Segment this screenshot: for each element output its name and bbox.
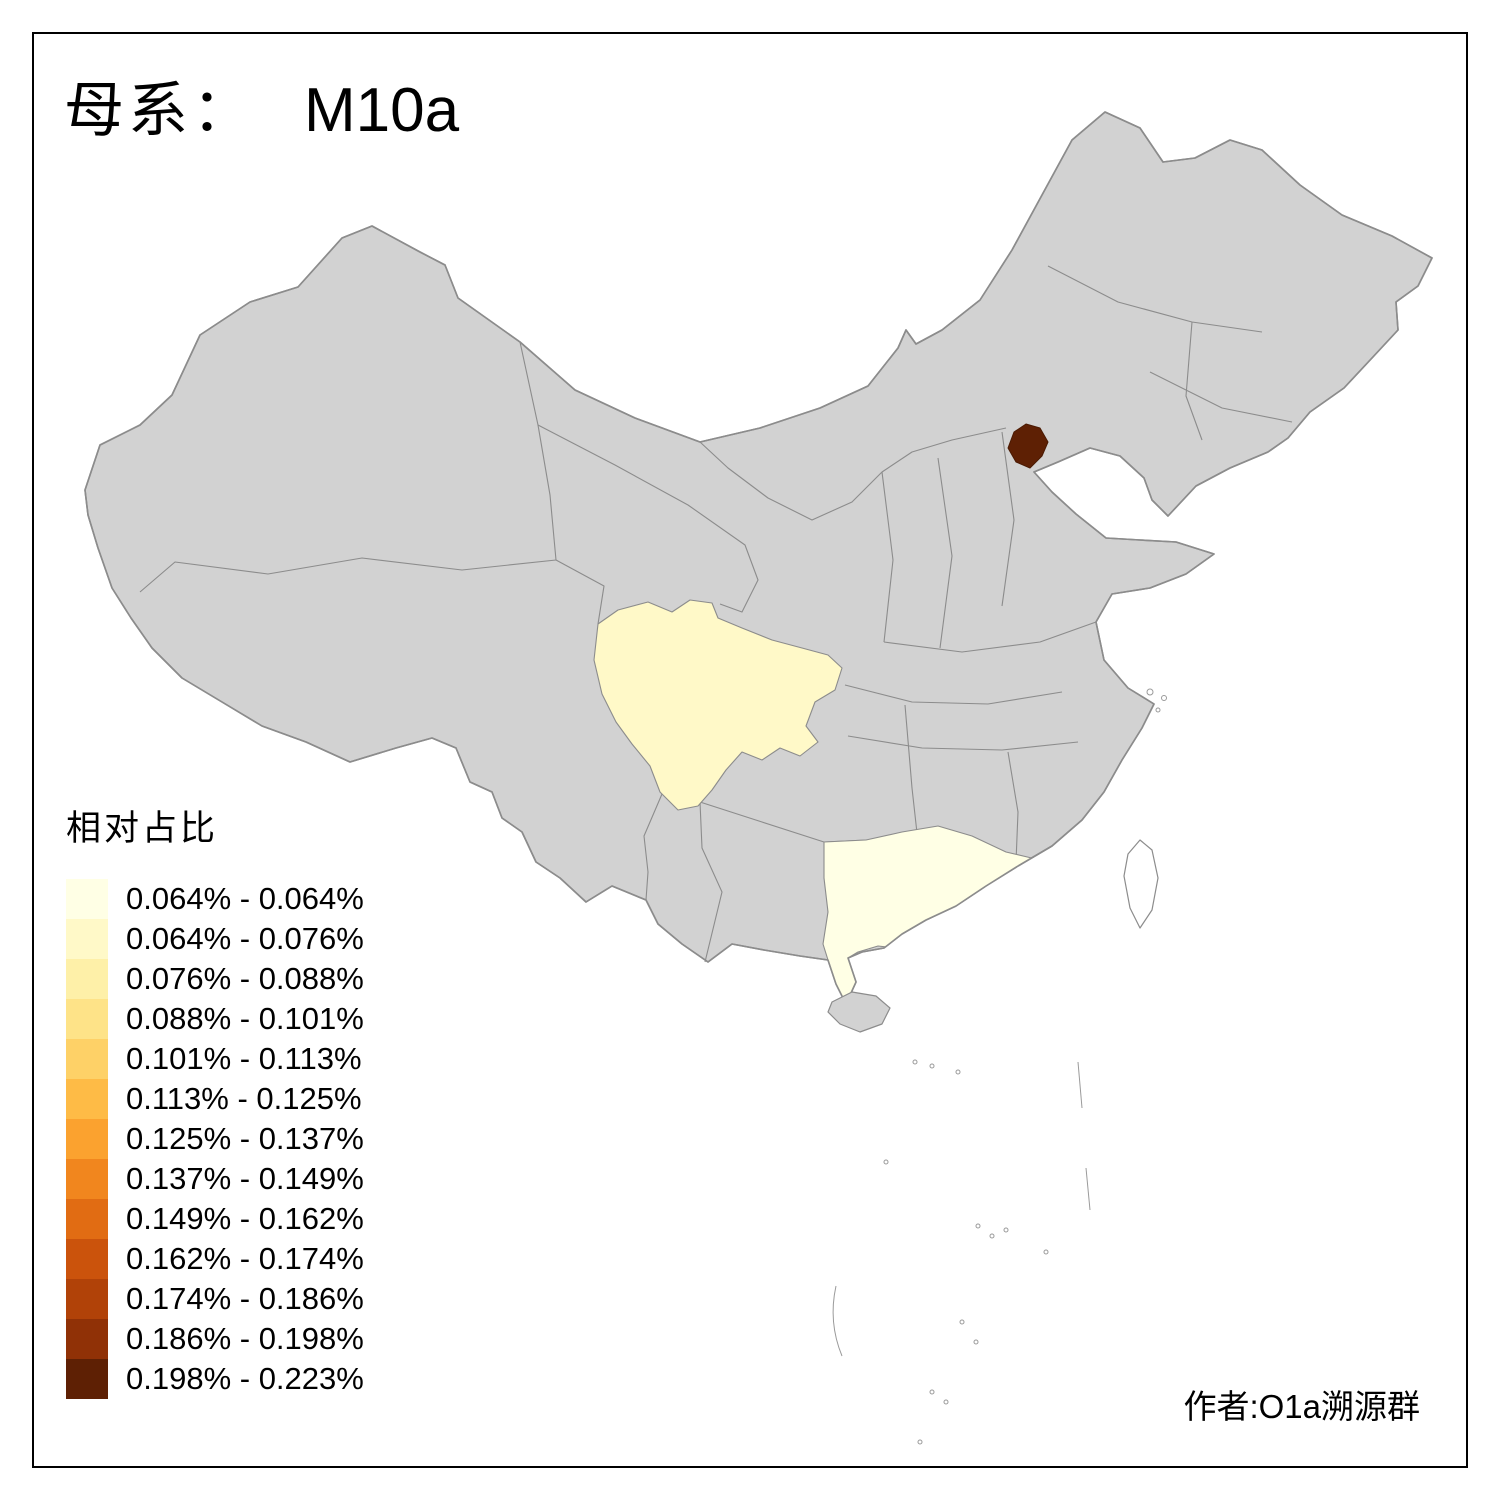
south-china-sea-islands: [832, 688, 1167, 1445]
legend-swatch: [66, 959, 108, 999]
legend-row: 0.101% - 0.113%: [66, 1039, 364, 1079]
legend-title: 相对占比: [66, 809, 219, 848]
legend-row: 0.137% - 0.149%: [66, 1159, 364, 1199]
legend-label: 0.198% - 0.223%: [126, 1361, 364, 1396]
title-haplogroup: M10a: [304, 76, 460, 145]
legend-label: 0.088% - 0.101%: [126, 1001, 364, 1036]
legend-swatch: [66, 919, 108, 959]
legend-label: 0.162% - 0.174%: [126, 1241, 364, 1276]
legend-row: 0.162% - 0.174%: [66, 1239, 364, 1279]
legend-rows: 0.064% - 0.064% 0.064% - 0.076% 0.076% - 0…: [66, 879, 364, 1399]
legend-swatch: [66, 1039, 108, 1079]
author-credit: 作者:O1a溯源群: [1183, 1388, 1420, 1425]
title-prefix: 母系：: [64, 78, 256, 144]
legend-swatch: [66, 1199, 108, 1239]
legend-row: 0.064% - 0.064%: [66, 879, 364, 919]
legend-label: 0.149% - 0.162%: [126, 1201, 364, 1236]
legend-label: 0.113% - 0.125%: [126, 1081, 362, 1116]
legend-swatch: [66, 1239, 108, 1279]
legend-label: 0.137% - 0.149%: [126, 1161, 364, 1196]
legend: 相对占比 0.064% - 0.064% 0.064% - 0.076% 0.076…: [66, 800, 364, 1399]
legend-row: 0.113% - 0.125%: [66, 1079, 364, 1119]
legend-swatch: [66, 1279, 108, 1319]
legend-label: 0.174% - 0.186%: [126, 1281, 364, 1316]
legend-label: 0.101% - 0.113%: [126, 1041, 362, 1076]
province-beijing: [1007, 423, 1049, 469]
legend-label: 0.064% - 0.064%: [126, 881, 364, 916]
province-borders: [139, 265, 1293, 963]
legend-row: 0.125% - 0.137%: [66, 1119, 364, 1159]
legend-label: 0.186% - 0.198%: [126, 1321, 364, 1356]
taiwan-island: [1123, 839, 1159, 929]
page-title: 母系： M10a: [64, 62, 459, 149]
legend-row: 0.174% - 0.186%: [66, 1279, 364, 1319]
legend-label: 0.064% - 0.076%: [126, 921, 364, 956]
legend-swatch: [66, 999, 108, 1039]
mainland-outline: [84, 111, 1433, 1005]
province-sichuan: [593, 599, 843, 811]
legend-label: 0.125% - 0.137%: [126, 1121, 364, 1156]
legend-swatch: [66, 1359, 108, 1399]
legend-swatch: [66, 1159, 108, 1199]
legend-row: 0.088% - 0.101%: [66, 999, 364, 1039]
legend-swatch: [66, 1079, 108, 1119]
legend-row: 0.076% - 0.088%: [66, 959, 364, 999]
legend-swatch: [66, 1119, 108, 1159]
legend-label: 0.076% - 0.088%: [126, 961, 364, 996]
legend-row: 0.064% - 0.076%: [66, 919, 364, 959]
legend-row: 0.198% - 0.223%: [66, 1359, 364, 1399]
legend-swatch: [66, 879, 108, 919]
legend-row: 0.149% - 0.162%: [66, 1199, 364, 1239]
hainan-island: [827, 991, 891, 1033]
legend-row: 0.186% - 0.198%: [66, 1319, 364, 1359]
legend-swatch: [66, 1319, 108, 1359]
